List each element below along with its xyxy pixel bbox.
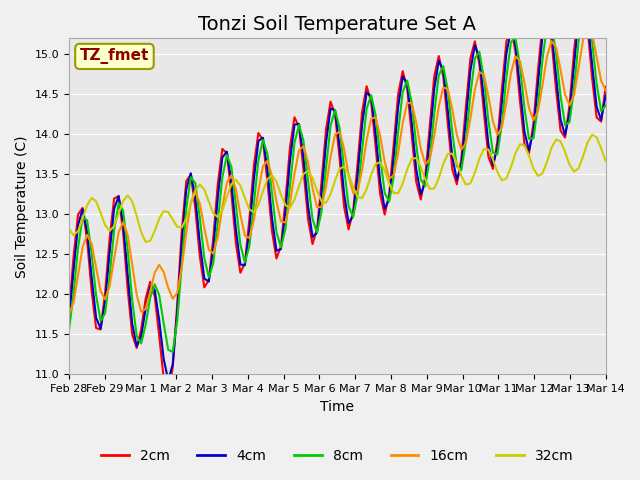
X-axis label: Time: Time xyxy=(321,400,355,414)
Legend: 2cm, 4cm, 8cm, 16cm, 32cm: 2cm, 4cm, 8cm, 16cm, 32cm xyxy=(95,443,579,468)
Y-axis label: Soil Temperature (C): Soil Temperature (C) xyxy=(15,135,29,277)
Text: TZ_fmet: TZ_fmet xyxy=(80,48,149,64)
Title: Tonzi Soil Temperature Set A: Tonzi Soil Temperature Set A xyxy=(198,15,476,34)
